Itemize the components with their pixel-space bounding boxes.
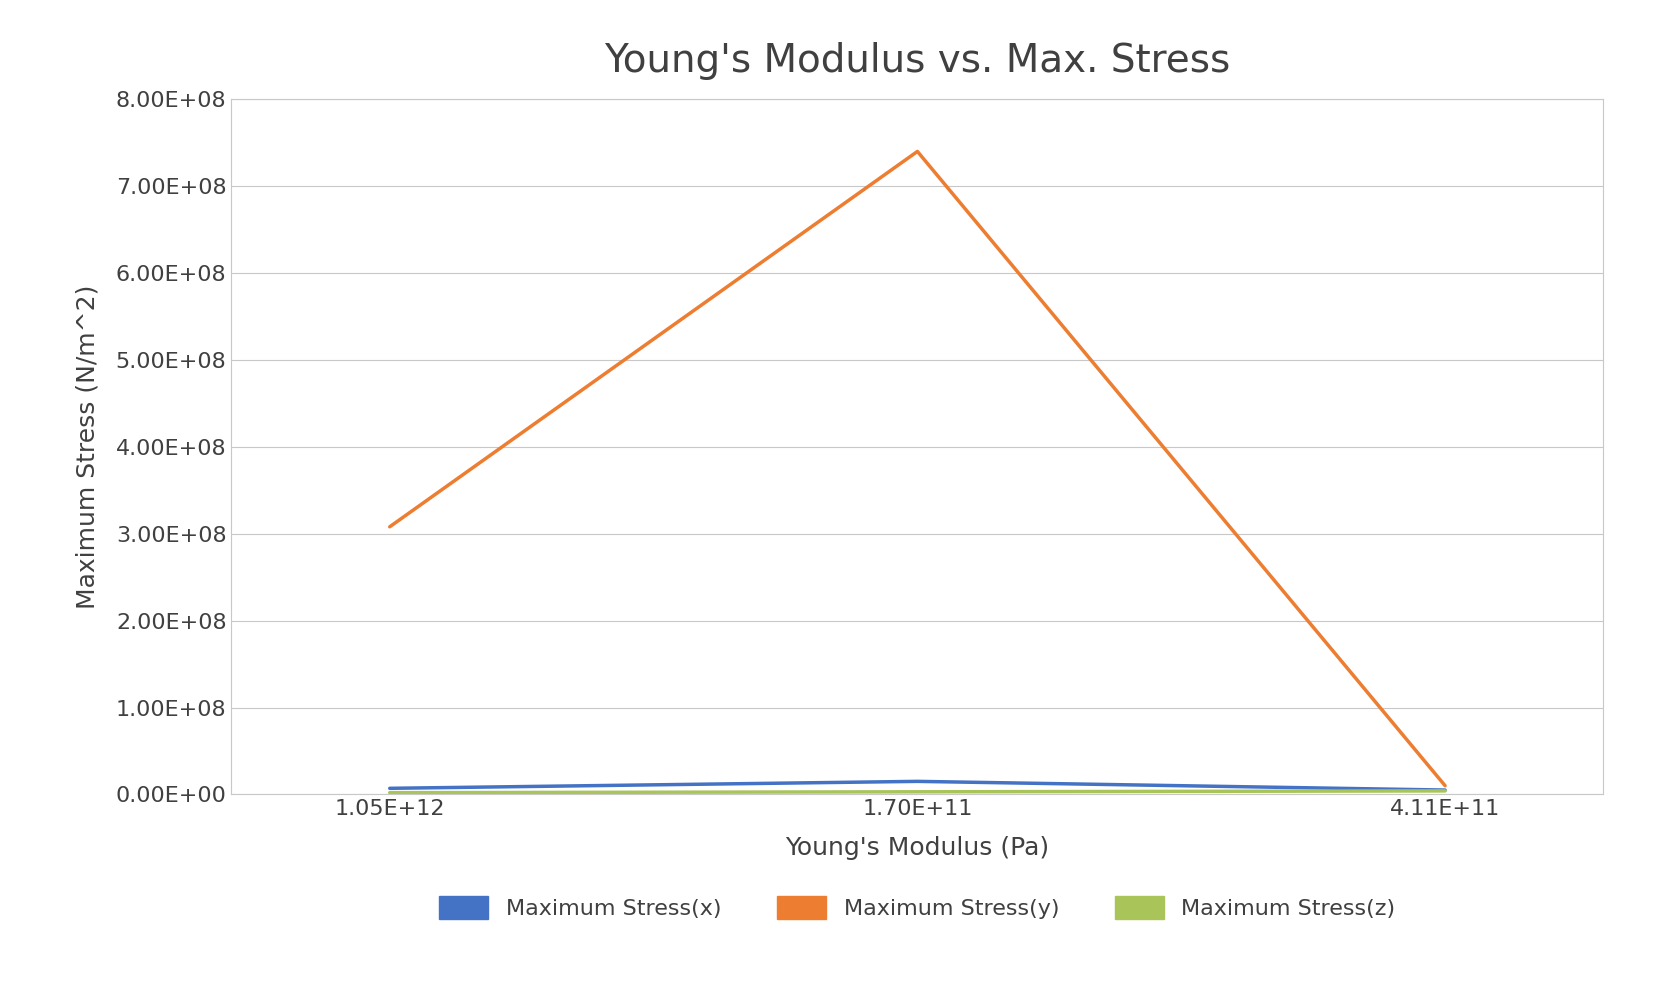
Y-axis label: Maximum Stress (N/m^2): Maximum Stress (N/m^2) (74, 285, 99, 609)
Maximum Stress(x) (907, 776, 927, 787)
Maximum Stress(x) (1435, 784, 1455, 796)
Maximum Stress(y) (380, 520, 400, 532)
Maximum Stress(y) (1435, 780, 1455, 791)
Line: Maximum Stress(z): Maximum Stress(z) (390, 790, 1445, 792)
Legend: Maximum Stress(x), Maximum Stress(y), Maximum Stress(z): Maximum Stress(x), Maximum Stress(y), Ma… (440, 896, 1395, 919)
X-axis label: Young's Modulus (Pa): Young's Modulus (Pa) (785, 836, 1050, 860)
Maximum Stress(y) (907, 145, 927, 157)
Maximum Stress(z) (1435, 784, 1455, 796)
Maximum Stress(z) (907, 785, 927, 797)
Maximum Stress(z) (380, 786, 400, 798)
Title: Young's Modulus vs. Max. Stress: Young's Modulus vs. Max. Stress (605, 42, 1230, 79)
Maximum Stress(x) (380, 782, 400, 794)
Line: Maximum Stress(y): Maximum Stress(y) (390, 151, 1445, 785)
Line: Maximum Stress(x): Maximum Stress(x) (390, 781, 1445, 790)
